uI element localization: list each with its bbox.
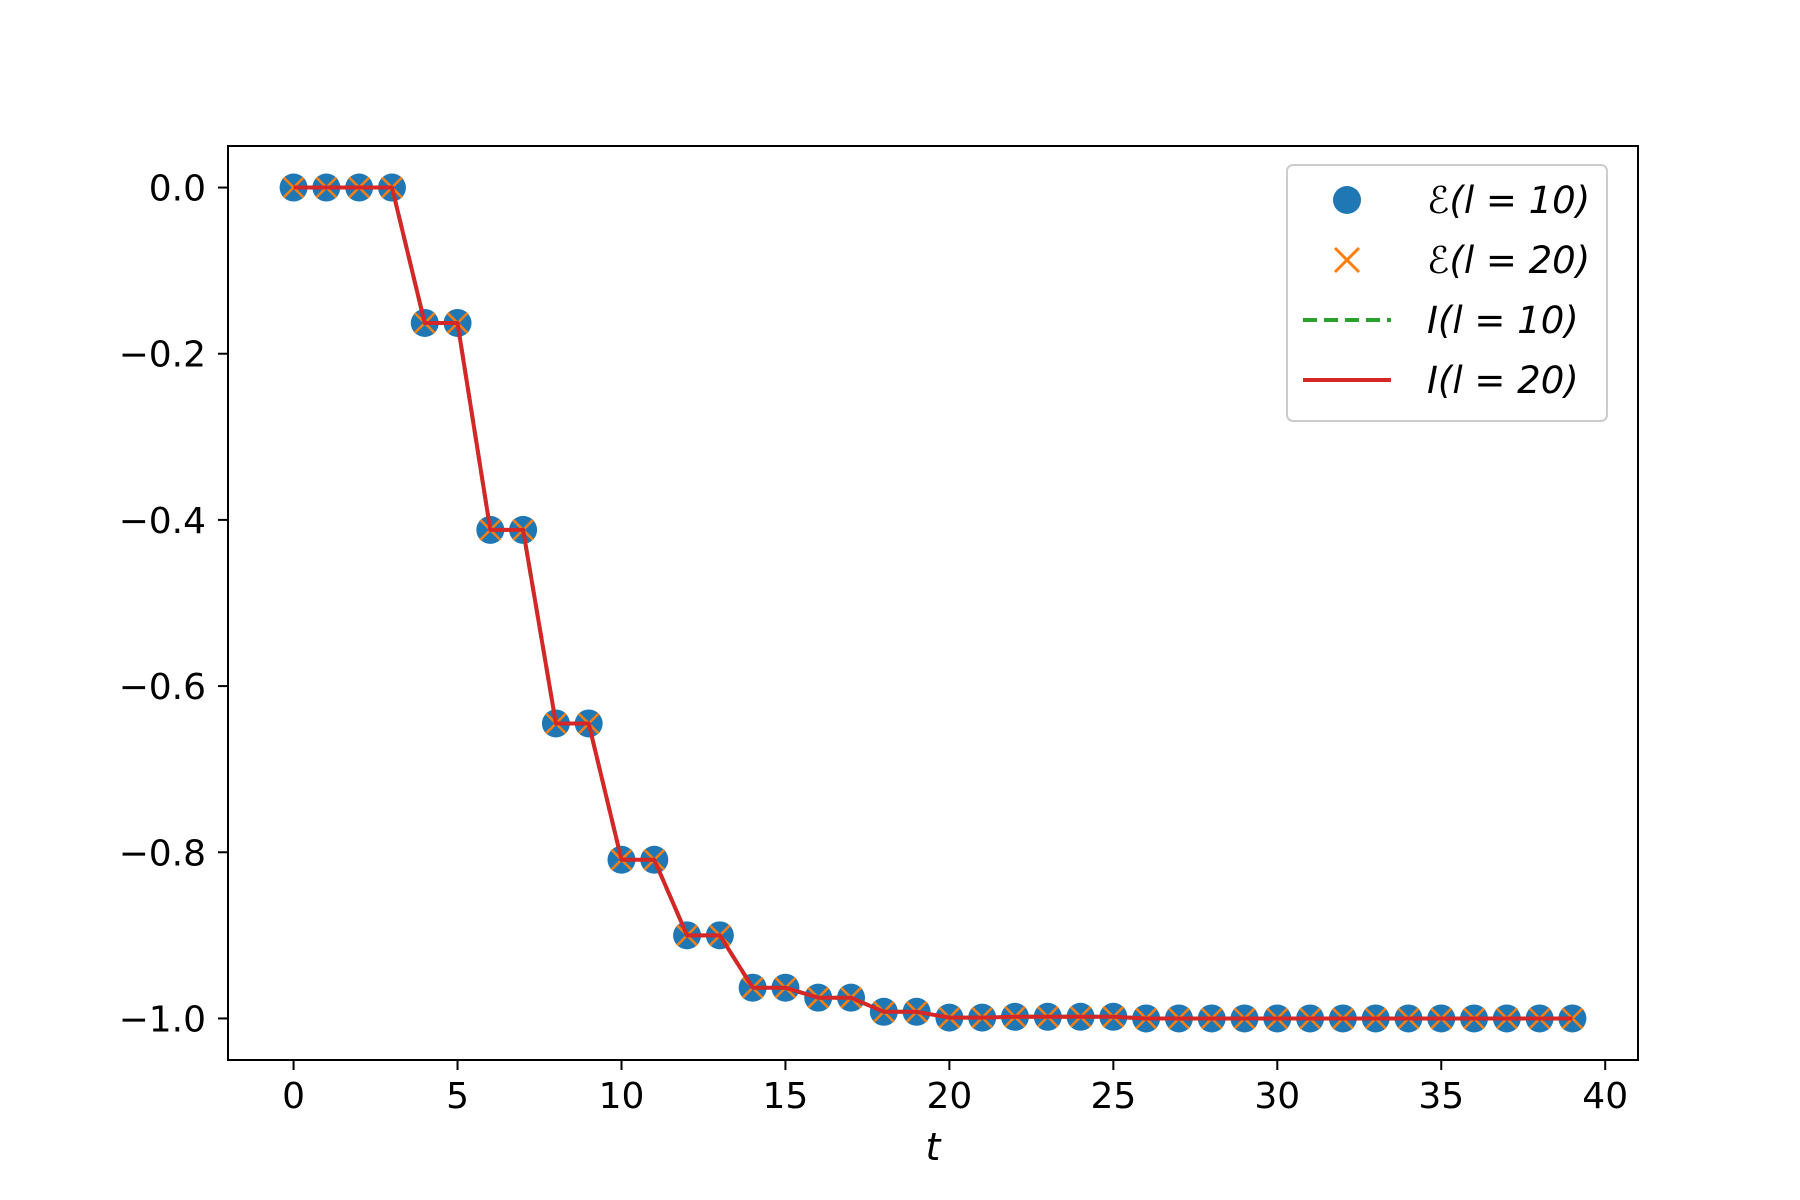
y-axis: 0.0 −0.2 −0.4 −0.6 −0.8 −1.0 xyxy=(119,169,228,1040)
y-tick-label: −0.2 xyxy=(119,335,206,376)
legend-label: I(l = 20) xyxy=(1427,359,1579,402)
legend-label: I(l = 10) xyxy=(1427,299,1579,342)
axes-frame xyxy=(227,145,1639,1061)
x-tick-label: 25 xyxy=(1090,1076,1136,1117)
legend-entry: ℰ(l = 20) xyxy=(1333,239,1590,282)
legend-marker-x xyxy=(1333,246,1361,274)
data-point-x xyxy=(282,176,305,199)
y-tick-label: −0.6 xyxy=(119,667,206,708)
data-point-x xyxy=(1561,1007,1584,1030)
x-tick-label: 40 xyxy=(1582,1076,1628,1117)
x-tick-label: 35 xyxy=(1418,1076,1464,1117)
y-tick-label: −1.0 xyxy=(119,999,206,1040)
x-tick-label: 15 xyxy=(763,1076,809,1117)
y-tick-label: −0.4 xyxy=(119,501,206,542)
x-tick-label: 0 xyxy=(282,1076,305,1117)
legend-box xyxy=(1286,164,1608,422)
x-tick-label: 20 xyxy=(926,1076,972,1117)
y-tick-label: −0.8 xyxy=(119,833,206,874)
x-tick-label: 10 xyxy=(599,1076,645,1117)
legend-marker-circle xyxy=(1333,186,1361,214)
legend-entry: I(l = 10) xyxy=(1303,299,1579,342)
series-layer xyxy=(279,173,1587,1033)
series-4 xyxy=(293,185,1573,1021)
y-tick-label: 0.0 xyxy=(149,169,206,210)
x-axis-label: t xyxy=(926,1125,943,1169)
legend: ℰ(l = 10) ℰ(l = 20) I(l = 10) I(l = 20) xyxy=(1286,164,1608,422)
legend-label: ℰ(l = 20) xyxy=(1427,239,1590,282)
x-axis: 0 5 10 15 20 25 30 35 40 xyxy=(282,1060,1628,1117)
legend-entry: ℰ(l = 10) xyxy=(1333,179,1590,222)
legend-label: ℰ(l = 10) xyxy=(1427,179,1590,222)
series-line xyxy=(293,185,1573,1021)
legend-entry: I(l = 20) xyxy=(1303,359,1579,402)
x-tick-label: 30 xyxy=(1254,1076,1300,1117)
x-tick-label: 5 xyxy=(446,1076,469,1117)
